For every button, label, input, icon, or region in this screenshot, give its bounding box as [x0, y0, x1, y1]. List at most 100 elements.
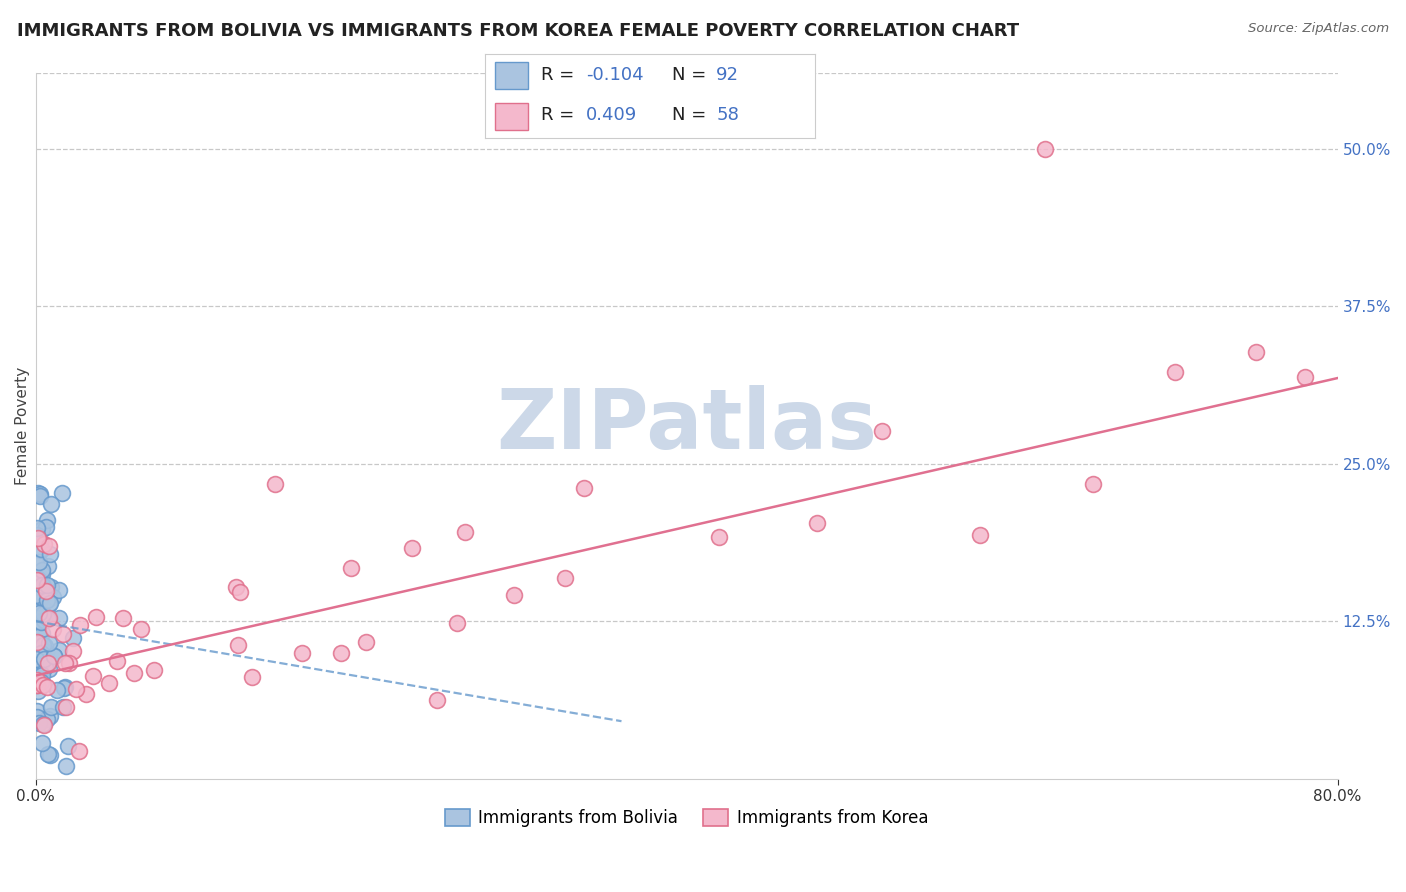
Point — [31, 600, 53, 615]
Point — [35, 519, 58, 533]
Point — [291, 646, 314, 660]
Point — [42, 649, 65, 664]
Point — [446, 615, 468, 630]
Point — [55, 700, 77, 714]
Point — [32, 537, 55, 551]
Point — [32, 677, 55, 691]
Point — [35, 680, 58, 694]
Point — [111, 611, 134, 625]
Point — [34, 652, 56, 666]
Point — [38, 597, 60, 611]
Point — [28, 715, 51, 730]
Text: ZIPatlas: ZIPatlas — [496, 385, 877, 467]
Point — [28, 555, 51, 569]
Point — [53, 680, 76, 694]
Point — [48, 611, 70, 625]
Text: IMMIGRANTS FROM BOLIVIA VS IMMIGRANTS FROM KOREA FEMALE POVERTY CORRELATION CHAR: IMMIGRANTS FROM BOLIVIA VS IMMIGRANTS FR… — [17, 22, 1019, 40]
Point — [31, 716, 53, 731]
Point — [502, 588, 524, 602]
Point — [30, 646, 52, 660]
Point — [39, 700, 62, 714]
Text: R =: R = — [541, 66, 581, 84]
Point — [707, 530, 730, 544]
Point — [30, 675, 52, 690]
Point — [25, 704, 48, 718]
Point — [329, 646, 352, 660]
Point — [32, 588, 55, 602]
Point — [27, 531, 49, 545]
FancyBboxPatch shape — [495, 103, 529, 130]
Point — [39, 548, 62, 562]
Point — [229, 584, 252, 599]
Point — [27, 652, 49, 666]
Text: 58: 58 — [716, 106, 740, 124]
Point — [27, 627, 49, 641]
Point — [27, 678, 49, 692]
Point — [1164, 366, 1187, 380]
Point — [25, 710, 48, 724]
Point — [51, 485, 73, 500]
Point — [25, 678, 48, 692]
Point — [264, 477, 287, 491]
Point — [58, 657, 80, 671]
Point — [30, 656, 52, 670]
Point — [28, 535, 51, 549]
Point — [426, 692, 449, 706]
Point — [27, 571, 49, 585]
Point — [31, 678, 53, 692]
Point — [31, 638, 53, 652]
Point — [340, 561, 363, 575]
Point — [27, 683, 49, 698]
Point — [129, 622, 152, 636]
Point — [572, 482, 595, 496]
Point — [37, 713, 59, 727]
Point — [1083, 477, 1105, 491]
Point — [28, 607, 51, 621]
Point — [30, 543, 52, 558]
Point — [354, 634, 377, 648]
Point — [38, 662, 60, 676]
Legend: Immigrants from Bolivia, Immigrants from Korea: Immigrants from Bolivia, Immigrants from… — [439, 803, 935, 834]
Y-axis label: Female Poverty: Female Poverty — [15, 367, 30, 485]
Point — [52, 681, 75, 696]
Point — [45, 683, 67, 698]
Point — [31, 591, 53, 605]
Point — [27, 521, 49, 535]
Point — [37, 656, 59, 670]
Point — [30, 541, 52, 556]
Point — [34, 640, 56, 654]
Point — [52, 700, 75, 714]
Point — [31, 668, 53, 682]
Point — [48, 583, 70, 598]
Point — [39, 747, 62, 762]
Point — [870, 424, 893, 438]
Point — [30, 591, 52, 605]
Point — [142, 663, 165, 677]
Point — [225, 581, 247, 595]
Point — [25, 635, 48, 649]
Point — [554, 571, 576, 585]
Point — [30, 629, 52, 643]
Point — [39, 596, 62, 610]
Point — [454, 524, 477, 539]
Point — [42, 649, 65, 664]
Point — [226, 638, 249, 652]
Point — [105, 654, 128, 668]
Point — [30, 615, 52, 629]
Point — [69, 618, 91, 632]
FancyBboxPatch shape — [495, 62, 529, 89]
Point — [25, 588, 48, 602]
Point — [39, 497, 62, 511]
Point — [25, 644, 48, 658]
Point — [35, 513, 58, 527]
Point — [38, 635, 60, 649]
Point — [42, 622, 65, 636]
Point — [35, 593, 58, 607]
Point — [25, 528, 48, 542]
Point — [969, 528, 991, 542]
Point — [32, 718, 55, 732]
Point — [25, 652, 48, 666]
Point — [42, 590, 65, 604]
Point — [25, 616, 48, 631]
Point — [30, 615, 52, 629]
